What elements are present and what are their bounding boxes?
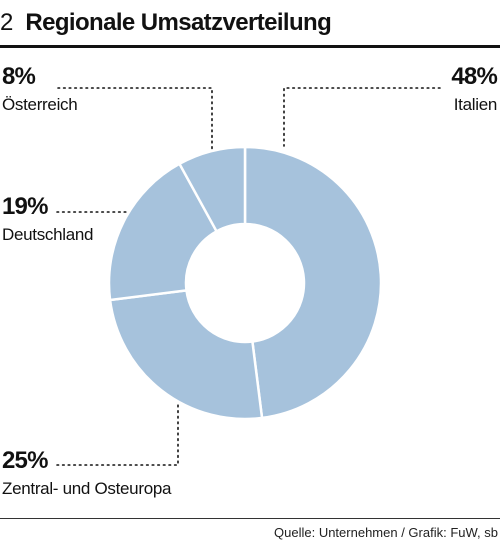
value-label-oesterreich: 8% xyxy=(2,63,36,90)
figure-number: 2 xyxy=(0,9,14,36)
value-label-deutschland: 19% xyxy=(2,193,48,220)
category-label-oesterreich: Österreich xyxy=(2,95,77,114)
value-label-italien: 48% xyxy=(451,63,497,90)
category-label-zentral-und-osteuropa: Zentral- und Osteuropa xyxy=(2,479,172,498)
chart-title: Regionale Umsatzverteilung xyxy=(25,9,332,36)
leader-lines xyxy=(56,87,441,466)
header-rule xyxy=(0,45,500,48)
leader-line-italien xyxy=(283,87,441,147)
slice-labels: 48% Italien 25% Zentral- und Osteuropa 19% De… xyxy=(2,63,498,498)
source-note: Quelle: Unternehmen / Grafik: FuW, sb xyxy=(274,525,498,540)
slice-deutschland xyxy=(107,162,218,302)
value-label-zentral-und-osteuropa: 25% xyxy=(2,447,48,474)
slice-italien xyxy=(243,145,383,420)
leader-line-oesterreich xyxy=(57,87,213,153)
slice-zentral-und-osteuropa xyxy=(108,289,264,421)
leader-line-zentral-und-osteuropa xyxy=(56,403,179,466)
footer-rule xyxy=(0,518,500,519)
chart-header: 2 Regionale Umsatzverteilung xyxy=(0,6,332,40)
donut-slices xyxy=(107,145,383,421)
category-label-italien: Italien xyxy=(454,95,497,114)
slice-oesterreich xyxy=(178,145,247,233)
category-label-deutschland: Deutschland xyxy=(2,225,93,244)
